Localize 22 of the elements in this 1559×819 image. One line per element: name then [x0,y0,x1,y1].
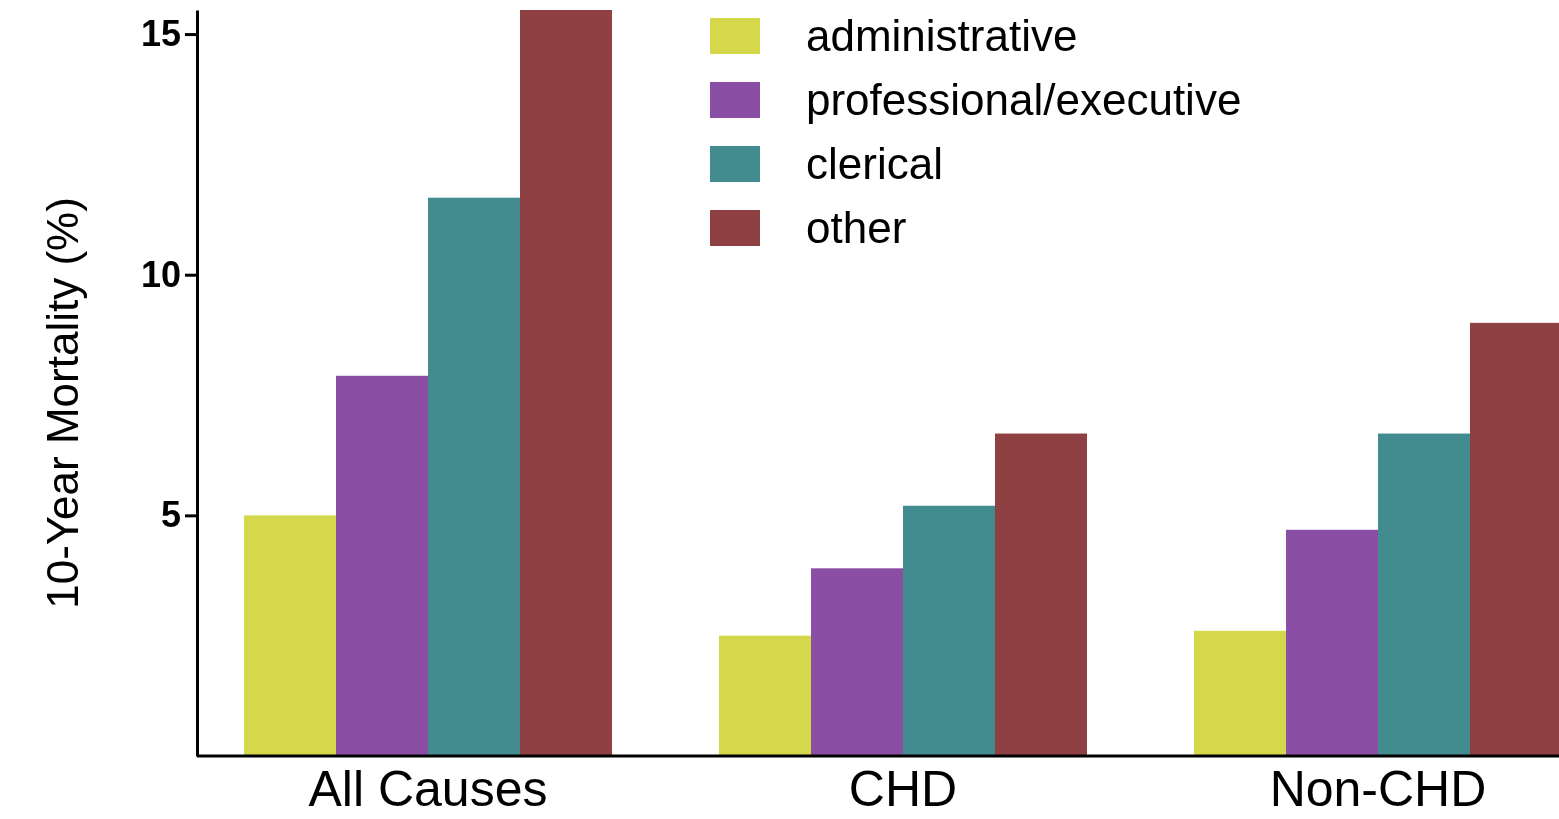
bar [903,505,995,756]
bar [428,197,520,756]
legend-label: clerical [806,139,943,189]
x-tick-label: CHD [848,761,958,817]
bar [1286,529,1378,756]
legend-label: professional/executive [806,75,1242,125]
y-axis-title: 10-Year Mortality (%) [38,197,87,609]
bar [244,515,336,756]
y-tick-label: 5 [160,494,181,536]
bar [811,568,903,756]
legend-label: other [806,203,907,253]
y-tick-label: 15 [140,13,181,55]
x-tick-label: Non-CHD [1269,761,1487,817]
y-tick-label: 10 [140,253,181,295]
bar [520,10,612,756]
bar [1378,433,1470,756]
x-tick-label: All Causes [308,761,548,817]
bar [336,375,428,756]
bar [995,433,1087,756]
bar [719,635,811,756]
legend-label: administrative [806,11,1078,61]
bar [1194,630,1286,756]
